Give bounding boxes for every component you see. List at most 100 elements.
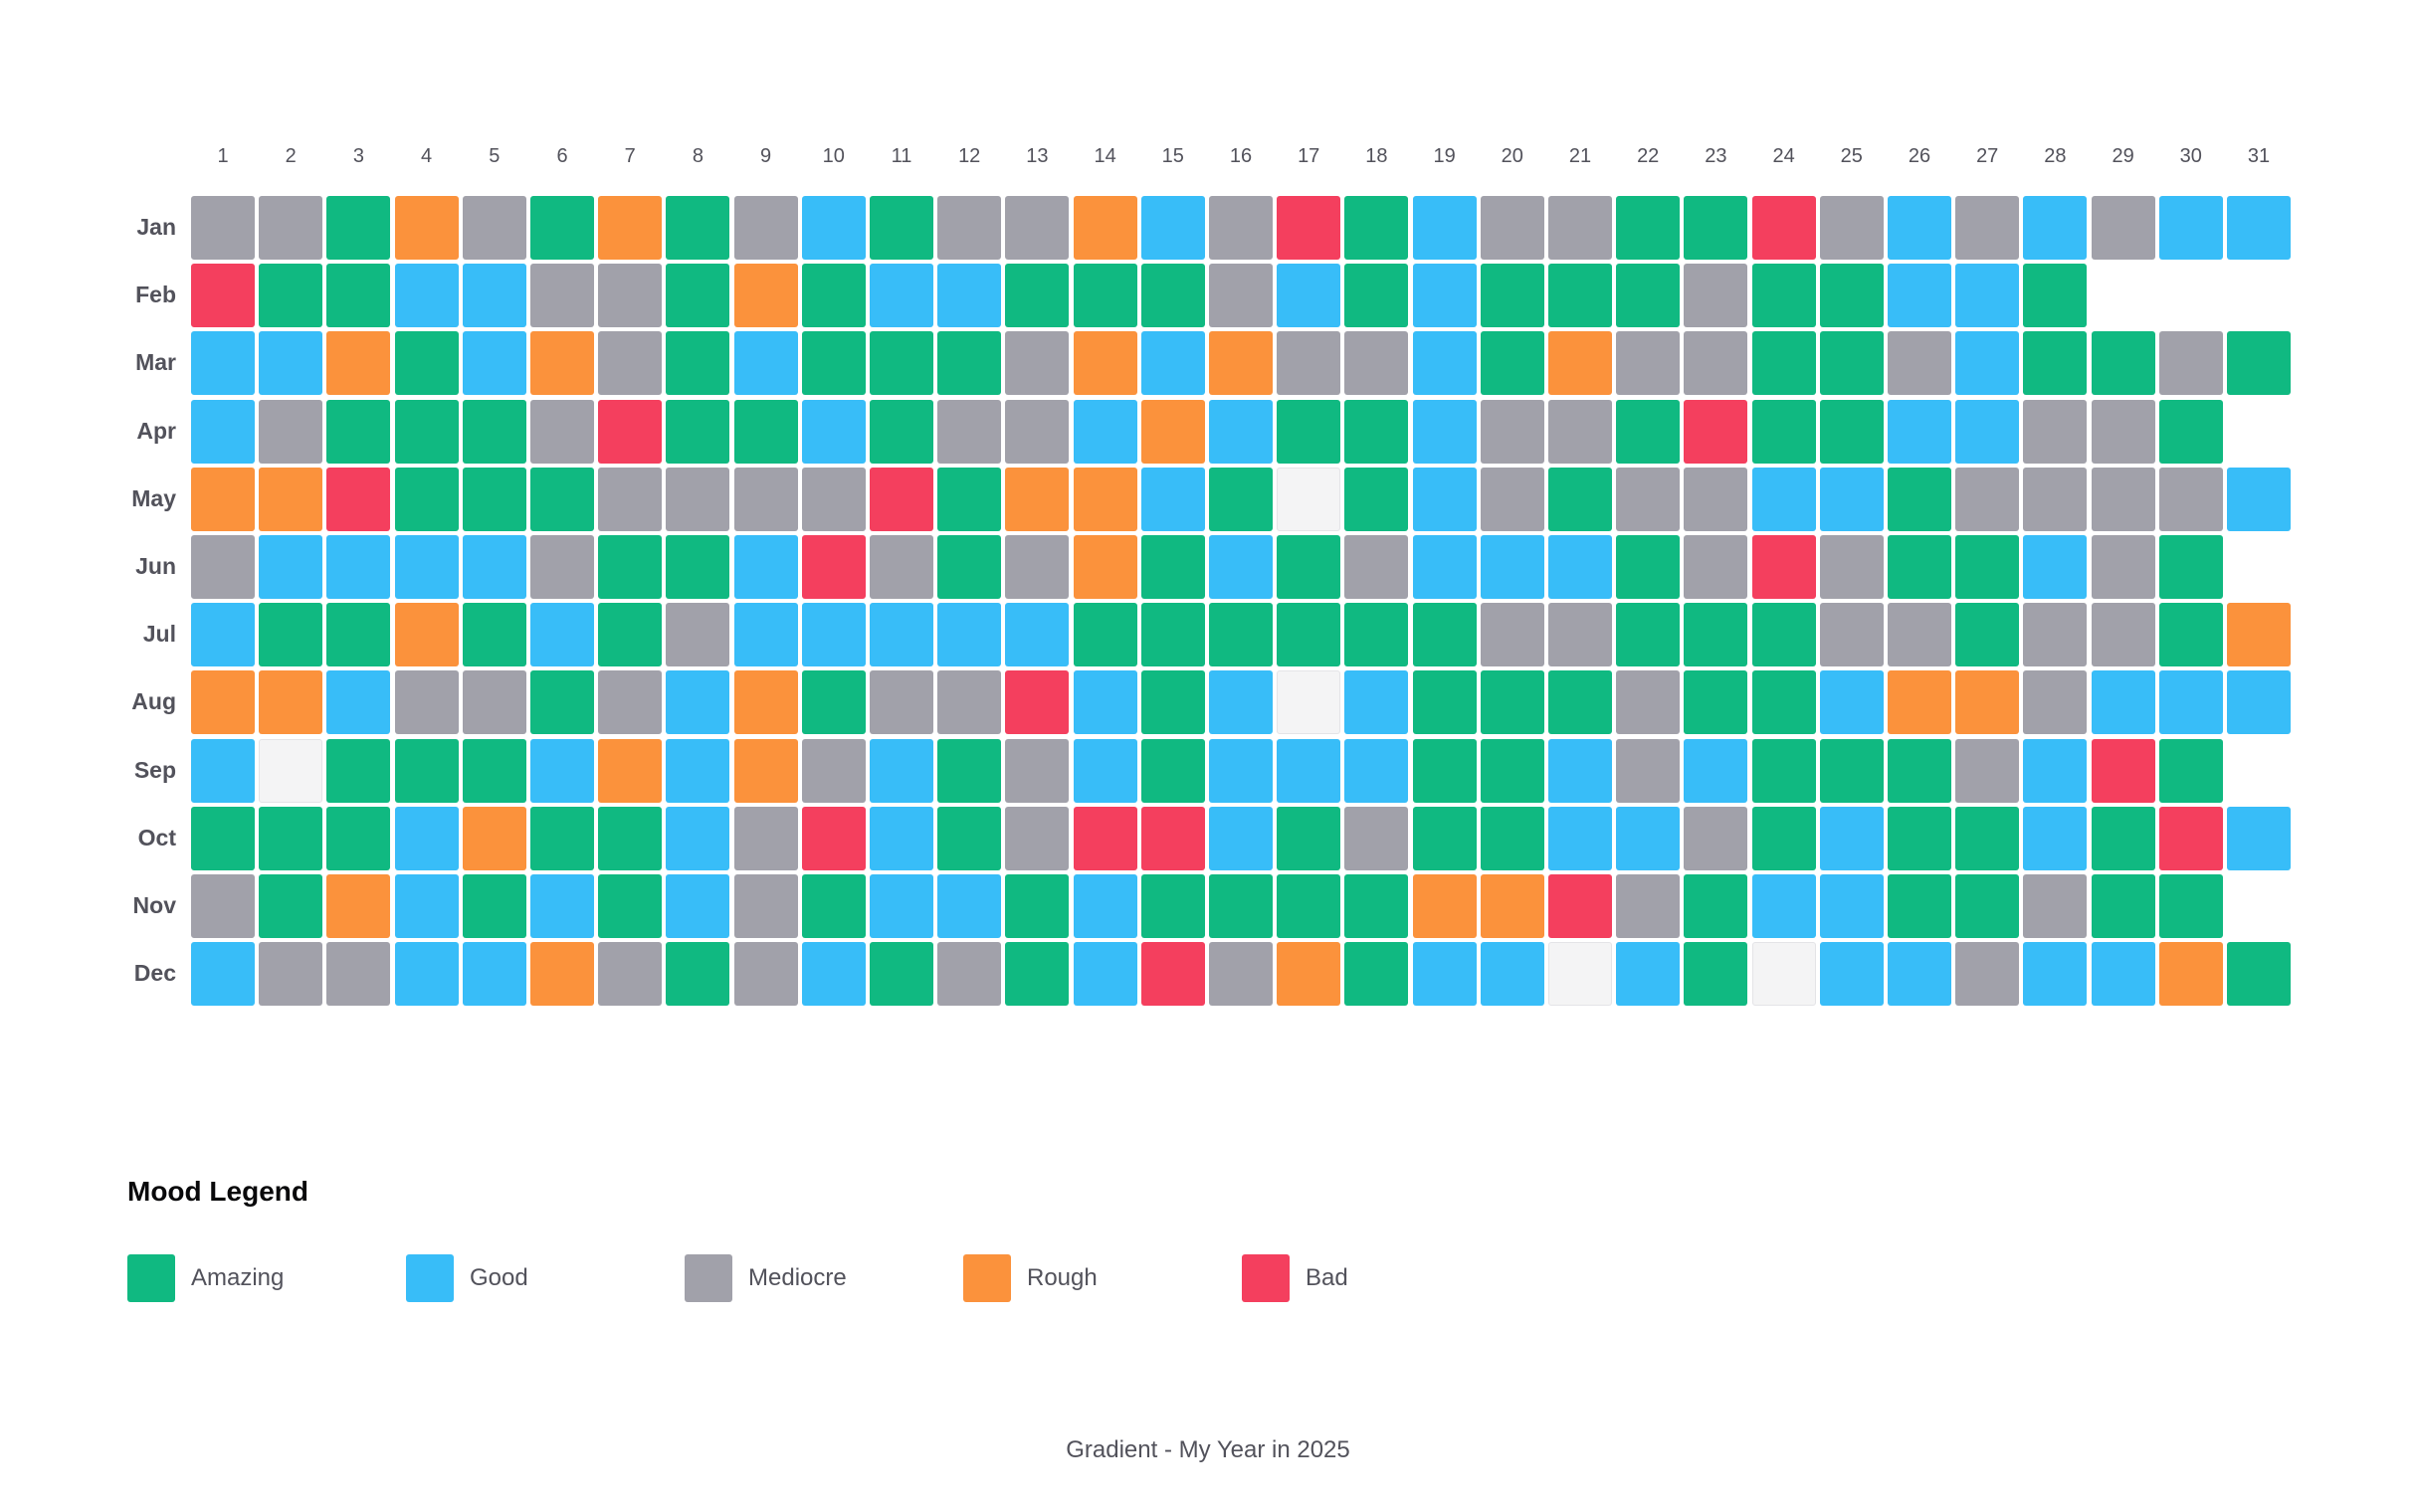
- day-cell-apr-25[interactable]: [1819, 399, 1884, 464]
- day-cell-may-23[interactable]: [1684, 467, 1748, 531]
- day-cell-nov-16[interactable]: [1209, 874, 1273, 938]
- day-cell-jul-22[interactable]: [1616, 603, 1681, 667]
- day-cell-sep-11[interactable]: [870, 738, 933, 803]
- day-cell-apr-27[interactable]: [1955, 399, 2020, 464]
- day-cell-mar-7[interactable]: [598, 331, 663, 396]
- day-cell-may-16[interactable]: [1209, 467, 1273, 531]
- day-cell-mar-30[interactable]: [2158, 331, 2223, 396]
- day-cell-apr-6[interactable]: [530, 399, 594, 464]
- day-cell-jun-23[interactable]: [1684, 535, 1748, 599]
- day-cell-dec-16[interactable]: [1209, 942, 1273, 1007]
- day-cell-dec-3[interactable]: [326, 942, 391, 1007]
- day-cell-may-18[interactable]: [1344, 467, 1409, 531]
- day-cell-jan-4[interactable]: [394, 196, 459, 260]
- day-cell-oct-30[interactable]: [2158, 806, 2223, 870]
- day-cell-dec-25[interactable]: [1819, 942, 1884, 1007]
- day-cell-jul-31[interactable]: [2227, 603, 2291, 667]
- day-cell-sep-27[interactable]: [1955, 738, 2020, 803]
- day-cell-jul-12[interactable]: [937, 603, 1002, 667]
- day-cell-may-17[interactable]: [1277, 467, 1341, 531]
- day-cell-mar-9[interactable]: [733, 331, 798, 396]
- day-cell-jul-20[interactable]: [1480, 603, 1544, 667]
- day-cell-apr-16[interactable]: [1209, 399, 1273, 464]
- day-cell-mar-12[interactable]: [937, 331, 1002, 396]
- day-cell-jun-5[interactable]: [462, 535, 526, 599]
- day-cell-aug-27[interactable]: [1955, 670, 2020, 735]
- day-cell-mar-27[interactable]: [1955, 331, 2020, 396]
- day-cell-nov-26[interactable]: [1888, 874, 1951, 938]
- day-cell-dec-21[interactable]: [1548, 942, 1612, 1007]
- day-cell-nov-5[interactable]: [462, 874, 526, 938]
- day-cell-oct-2[interactable]: [259, 806, 323, 870]
- day-cell-jan-18[interactable]: [1344, 196, 1409, 260]
- day-cell-oct-1[interactable]: [191, 806, 255, 870]
- day-cell-jan-3[interactable]: [326, 196, 391, 260]
- day-cell-jul-6[interactable]: [530, 603, 594, 667]
- day-cell-jul-18[interactable]: [1344, 603, 1409, 667]
- day-cell-jan-21[interactable]: [1548, 196, 1612, 260]
- day-cell-dec-9[interactable]: [733, 942, 798, 1007]
- day-cell-jan-25[interactable]: [1819, 196, 1884, 260]
- day-cell-aug-13[interactable]: [1005, 670, 1070, 735]
- day-cell-oct-9[interactable]: [733, 806, 798, 870]
- day-cell-sep-20[interactable]: [1480, 738, 1544, 803]
- day-cell-aug-19[interactable]: [1412, 670, 1477, 735]
- day-cell-aug-31[interactable]: [2227, 670, 2291, 735]
- day-cell-may-7[interactable]: [598, 467, 663, 531]
- day-cell-apr-9[interactable]: [733, 399, 798, 464]
- day-cell-feb-15[interactable]: [1140, 264, 1205, 328]
- day-cell-oct-26[interactable]: [1888, 806, 1951, 870]
- day-cell-aug-14[interactable]: [1073, 670, 1137, 735]
- day-cell-oct-7[interactable]: [598, 806, 663, 870]
- day-cell-feb-12[interactable]: [937, 264, 1002, 328]
- day-cell-dec-12[interactable]: [937, 942, 1002, 1007]
- day-cell-jan-5[interactable]: [462, 196, 526, 260]
- day-cell-sep-30[interactable]: [2158, 738, 2223, 803]
- day-cell-mar-13[interactable]: [1005, 331, 1070, 396]
- day-cell-mar-26[interactable]: [1888, 331, 1951, 396]
- day-cell-jul-21[interactable]: [1548, 603, 1612, 667]
- day-cell-jan-17[interactable]: [1277, 196, 1341, 260]
- day-cell-dec-26[interactable]: [1888, 942, 1951, 1007]
- day-cell-oct-13[interactable]: [1005, 806, 1070, 870]
- day-cell-aug-6[interactable]: [530, 670, 594, 735]
- day-cell-dec-28[interactable]: [2023, 942, 2088, 1007]
- day-cell-feb-28[interactable]: [2023, 264, 2088, 328]
- day-cell-feb-14[interactable]: [1073, 264, 1137, 328]
- day-cell-jun-21[interactable]: [1548, 535, 1612, 599]
- day-cell-jun-1[interactable]: [191, 535, 255, 599]
- day-cell-dec-22[interactable]: [1616, 942, 1681, 1007]
- day-cell-mar-10[interactable]: [801, 331, 866, 396]
- day-cell-mar-5[interactable]: [462, 331, 526, 396]
- day-cell-oct-23[interactable]: [1684, 806, 1748, 870]
- day-cell-jan-10[interactable]: [801, 196, 866, 260]
- day-cell-apr-1[interactable]: [191, 399, 255, 464]
- day-cell-apr-10[interactable]: [801, 399, 866, 464]
- day-cell-mar-28[interactable]: [2023, 331, 2088, 396]
- day-cell-may-8[interactable]: [666, 467, 730, 531]
- day-cell-jun-7[interactable]: [598, 535, 663, 599]
- day-cell-jan-1[interactable]: [191, 196, 255, 260]
- day-cell-aug-1[interactable]: [191, 670, 255, 735]
- day-cell-may-19[interactable]: [1412, 467, 1477, 531]
- day-cell-oct-24[interactable]: [1751, 806, 1816, 870]
- day-cell-jul-28[interactable]: [2023, 603, 2088, 667]
- day-cell-dec-17[interactable]: [1277, 942, 1341, 1007]
- day-cell-apr-5[interactable]: [462, 399, 526, 464]
- day-cell-mar-21[interactable]: [1548, 331, 1612, 396]
- day-cell-sep-23[interactable]: [1684, 738, 1748, 803]
- day-cell-sep-15[interactable]: [1140, 738, 1205, 803]
- day-cell-aug-10[interactable]: [801, 670, 866, 735]
- day-cell-jan-2[interactable]: [259, 196, 323, 260]
- day-cell-feb-23[interactable]: [1684, 264, 1748, 328]
- day-cell-nov-4[interactable]: [394, 874, 459, 938]
- day-cell-feb-8[interactable]: [666, 264, 730, 328]
- day-cell-nov-27[interactable]: [1955, 874, 2020, 938]
- day-cell-apr-23[interactable]: [1684, 399, 1748, 464]
- day-cell-nov-10[interactable]: [801, 874, 866, 938]
- day-cell-mar-3[interactable]: [326, 331, 391, 396]
- day-cell-sep-8[interactable]: [666, 738, 730, 803]
- day-cell-oct-8[interactable]: [666, 806, 730, 870]
- day-cell-dec-1[interactable]: [191, 942, 255, 1007]
- day-cell-jul-19[interactable]: [1412, 603, 1477, 667]
